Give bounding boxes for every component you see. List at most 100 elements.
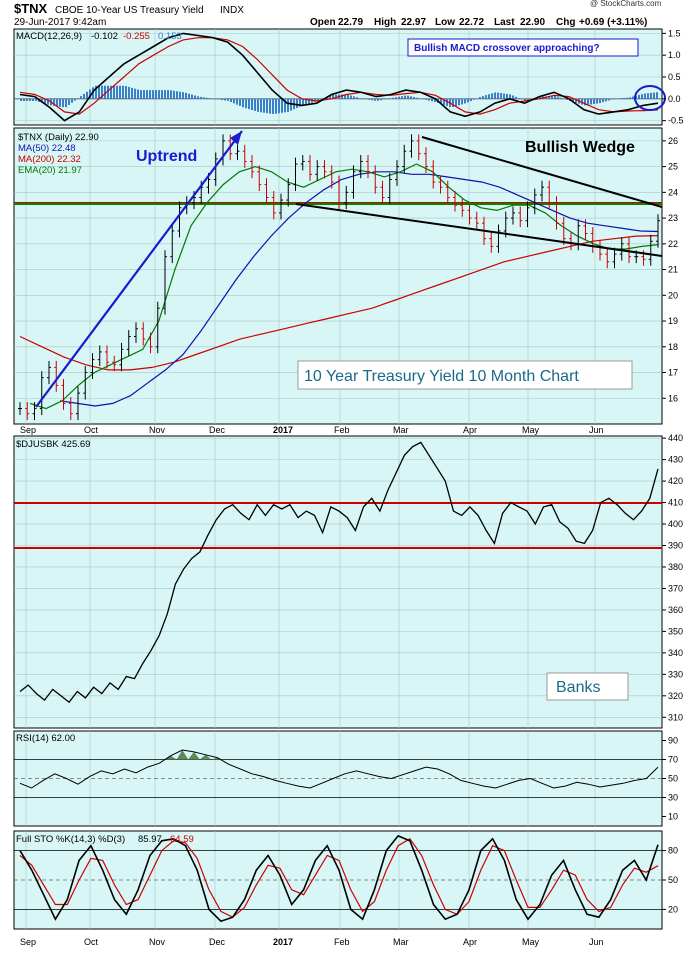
macd-hist-bar [566, 98, 568, 100]
tick-label: 21 [668, 265, 678, 275]
tick-label: 380 [668, 562, 683, 572]
macd-hist-bar [554, 95, 556, 99]
macd-hist-bar [266, 98, 268, 114]
ema20-line [29, 163, 659, 410]
tick-label: 50 [668, 875, 678, 885]
macd-hist-bar [158, 90, 160, 99]
macd-hist-bar [362, 98, 364, 100]
macd-hist-bar [86, 91, 88, 99]
macd-hist-bar [374, 98, 376, 101]
sto-panel: Full STO %K(14,3) %D(3) 85.97 64.59 80 50… [13, 830, 678, 930]
macd-hist-bar [587, 98, 589, 105]
macd-hist-bar [299, 98, 301, 107]
macd-hist-bar [83, 93, 85, 99]
macd-axis: 1.5 1.0 0.5 0.0 -0.5 [662, 28, 684, 126]
macd-hist-bar [140, 90, 142, 99]
macd-hist-bar [329, 95, 331, 99]
banks-price-line [19, 441, 659, 704]
tick-label: 370 [668, 583, 683, 593]
macd-hist-bar [479, 97, 481, 99]
macd-hist-bar [59, 98, 61, 107]
macd-hist-bar [350, 95, 352, 99]
macd-hist-bar [623, 97, 625, 99]
tick-label: 430 [668, 455, 683, 465]
macd-hist-bar [404, 95, 406, 99]
month-label: 2017 [273, 425, 293, 435]
tick-label: 340 [668, 648, 683, 658]
macd-hist-bar [398, 96, 400, 99]
macd-hist-bar [443, 98, 445, 105]
macd-hist-bar [638, 94, 640, 99]
tick-label: 26 [668, 136, 678, 146]
rsi-legend: RSI(14) 62.00 [16, 733, 75, 744]
macd-hist-bar [365, 98, 367, 100]
macd-hist-bar [461, 98, 463, 105]
tick-label: 23 [668, 213, 678, 223]
macd-hist-bar [26, 98, 28, 101]
macd-hist-bar [551, 95, 553, 99]
macd-hist-bar [203, 97, 205, 99]
macd-hist-bar [110, 85, 112, 99]
tick-label: 70 [668, 755, 678, 765]
macd-hist-bar [482, 96, 484, 99]
macd-line [19, 32, 659, 122]
macd-histogram [20, 85, 658, 115]
sto-axis: 80 50 20 [662, 846, 678, 914]
macd-hist-bar [464, 98, 466, 104]
ma200-line [19, 235, 659, 371]
tick-label: -0.5 [668, 116, 684, 126]
macd-hist-bar [572, 98, 574, 102]
timestamp: 29-Jun-2017 9:42am [14, 17, 106, 28]
macd-hist-bar [242, 98, 244, 108]
macd-hist-bar [521, 98, 523, 100]
tick-label: 50 [668, 774, 678, 784]
sto-d-line [19, 838, 659, 918]
macd-hist-bar [476, 98, 478, 99]
macd-signal-line [19, 37, 659, 115]
quote-chg: +0.69 (+3.11%) [579, 17, 647, 28]
sto-grid [14, 831, 662, 929]
quote-chg-label: Chg [556, 17, 575, 28]
month-label: Nov [149, 425, 166, 435]
macd-hist-bar [506, 93, 508, 99]
rsi-grid [14, 731, 662, 826]
macd-hist-bar [80, 96, 82, 99]
macd-hist-bar [332, 94, 334, 99]
tick-label: 10 [668, 812, 678, 822]
quote-open-label: Open [310, 17, 336, 28]
quote-low-label: Low [435, 17, 455, 28]
macd-hist-bar [500, 93, 502, 99]
macd-hist-bar [134, 88, 136, 99]
month-label: Dec [209, 937, 226, 947]
rsi-axis: 90 70 50 30 10 [662, 736, 678, 822]
tick-label: 20 [668, 904, 678, 914]
macd-hist-bar [509, 94, 511, 99]
macd-hist-bar [284, 98, 286, 113]
macd-hist-bar [164, 90, 166, 99]
macd-hist-bar [650, 92, 652, 99]
macd-hist-bar [107, 85, 109, 99]
wedge-upper-line [421, 136, 663, 208]
price-axis: 26 25 24 23 22 21 20 19 18 17 16 [662, 136, 678, 403]
macd-hist-bar [317, 98, 319, 101]
macd-hist-bar [251, 98, 253, 111]
macd-hist-bar [119, 85, 121, 99]
macd-value: -0.102 [91, 31, 118, 42]
macd-hist-bar [233, 98, 235, 104]
macd-hist-bar [389, 98, 391, 99]
month-label: Apr [463, 937, 477, 947]
tick-label: 19 [668, 316, 678, 326]
macd-hist-bar [458, 98, 460, 106]
macd-hist-bar [617, 98, 619, 100]
macd-hist-bar [29, 98, 31, 101]
macd-hist-bar [419, 98, 421, 99]
macd-hist-bar [599, 98, 601, 104]
macd-hist-bar [35, 98, 37, 102]
macd-hist-bar [167, 90, 169, 99]
macd-hist-bar [644, 93, 646, 99]
macd-hist-bar [149, 90, 151, 99]
macd-hist-bar [113, 85, 115, 99]
month-label: 2017 [273, 937, 293, 947]
